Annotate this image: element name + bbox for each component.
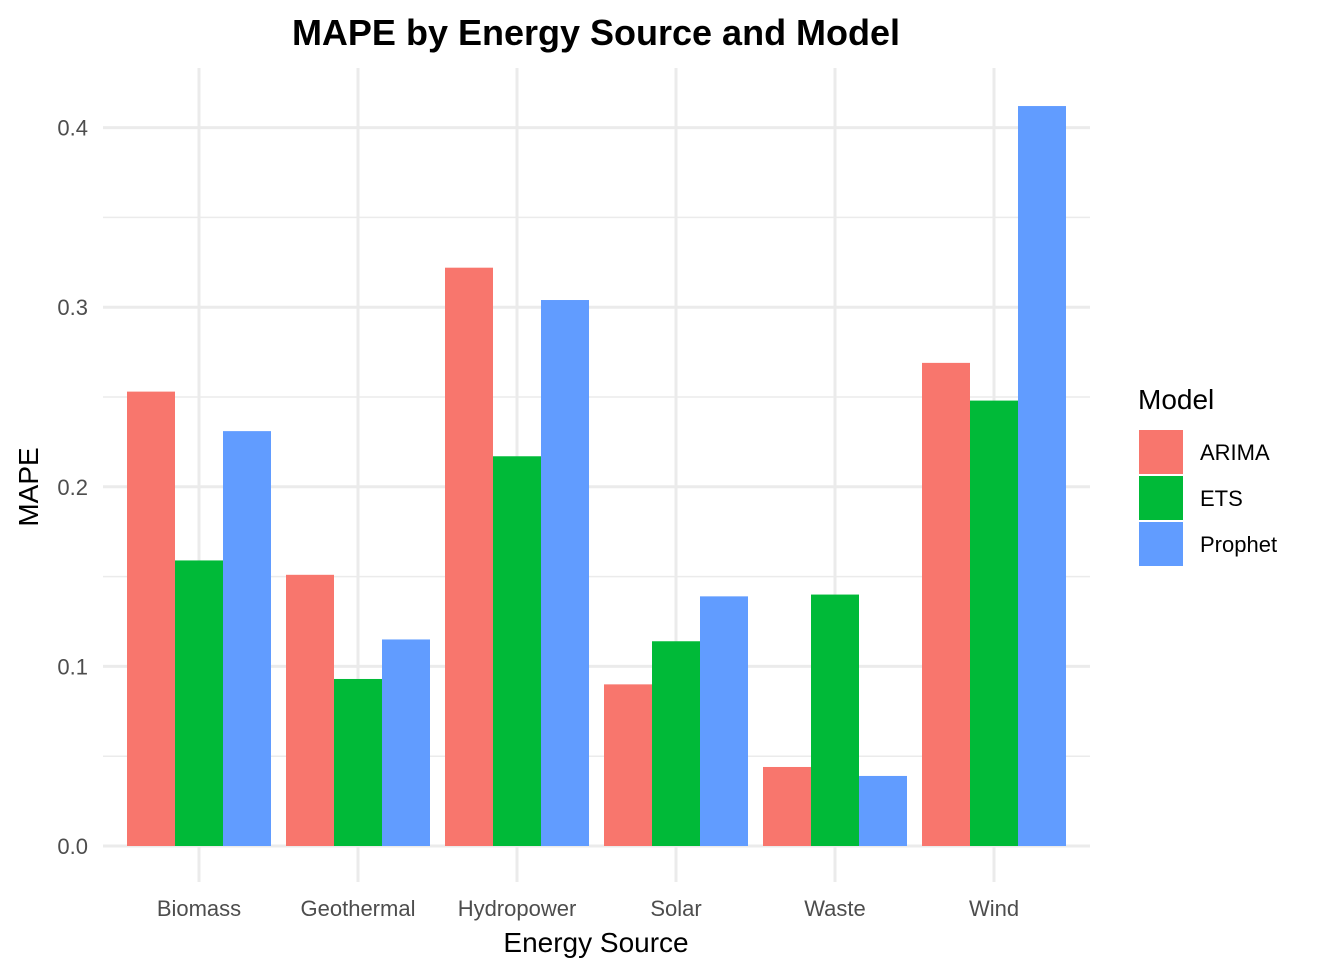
bar-ets-hydropower[interactable] [493, 456, 541, 846]
y-tick-label: 0.2 [57, 475, 88, 500]
legend-label-prophet: Prophet [1200, 532, 1277, 557]
y-tick-label: 0.3 [57, 295, 88, 320]
x-tick-label: Solar [650, 896, 701, 921]
legend-key-ets [1139, 476, 1183, 520]
bar-arima-waste[interactable] [763, 766, 811, 846]
x-tick-label: Hydropower [458, 896, 577, 921]
legend-key-prophet [1139, 522, 1183, 566]
bar-prophet-biomass[interactable] [223, 431, 271, 846]
bar-prophet-solar[interactable] [700, 596, 748, 846]
axis-labels: 0.0 0.1 0.2 0.3 0.4 Biomass Geothermal Hydropow… [57, 116, 1019, 921]
y-tick-label: 0.0 [57, 834, 88, 859]
bar-prophet-waste[interactable] [859, 775, 907, 846]
x-tick-label: Waste [804, 896, 866, 921]
bar-ets-geothermal[interactable] [334, 678, 382, 846]
y-tick-label: 0.4 [57, 116, 88, 141]
bar-prophet-hydropower[interactable] [541, 300, 589, 846]
bar-ets-wind[interactable] [970, 400, 1018, 846]
legend-label-ets: ETS [1200, 486, 1243, 511]
x-tick-label: Geothermal [301, 896, 416, 921]
y-axis-title: MAPE [13, 447, 44, 526]
bar-prophet-geothermal[interactable] [382, 639, 430, 846]
legend-key-arima [1139, 430, 1183, 474]
bar-prophet-wind[interactable] [1018, 106, 1066, 847]
bars [127, 106, 1066, 847]
chart-title: MAPE by Energy Source and Model [292, 12, 900, 53]
x-axis-title: Energy Source [503, 927, 688, 958]
bar-arima-hydropower[interactable] [445, 267, 493, 846]
bar-arima-wind[interactable] [922, 362, 970, 846]
legend: Model ARIMA ETS Prophet [1138, 384, 1277, 566]
bar-ets-solar[interactable] [652, 641, 700, 846]
y-tick-label: 0.1 [57, 654, 88, 679]
bar-ets-waste[interactable] [811, 594, 859, 846]
legend-label-arima: ARIMA [1200, 440, 1270, 465]
bar-arima-geothermal[interactable] [286, 574, 334, 846]
bar-arima-biomass[interactable] [127, 391, 175, 846]
bar-arima-solar[interactable] [604, 684, 652, 846]
x-tick-label: Wind [969, 896, 1019, 921]
x-tick-label: Biomass [157, 896, 241, 921]
legend-title: Model [1138, 384, 1214, 415]
bar-ets-biomass[interactable] [175, 560, 223, 846]
